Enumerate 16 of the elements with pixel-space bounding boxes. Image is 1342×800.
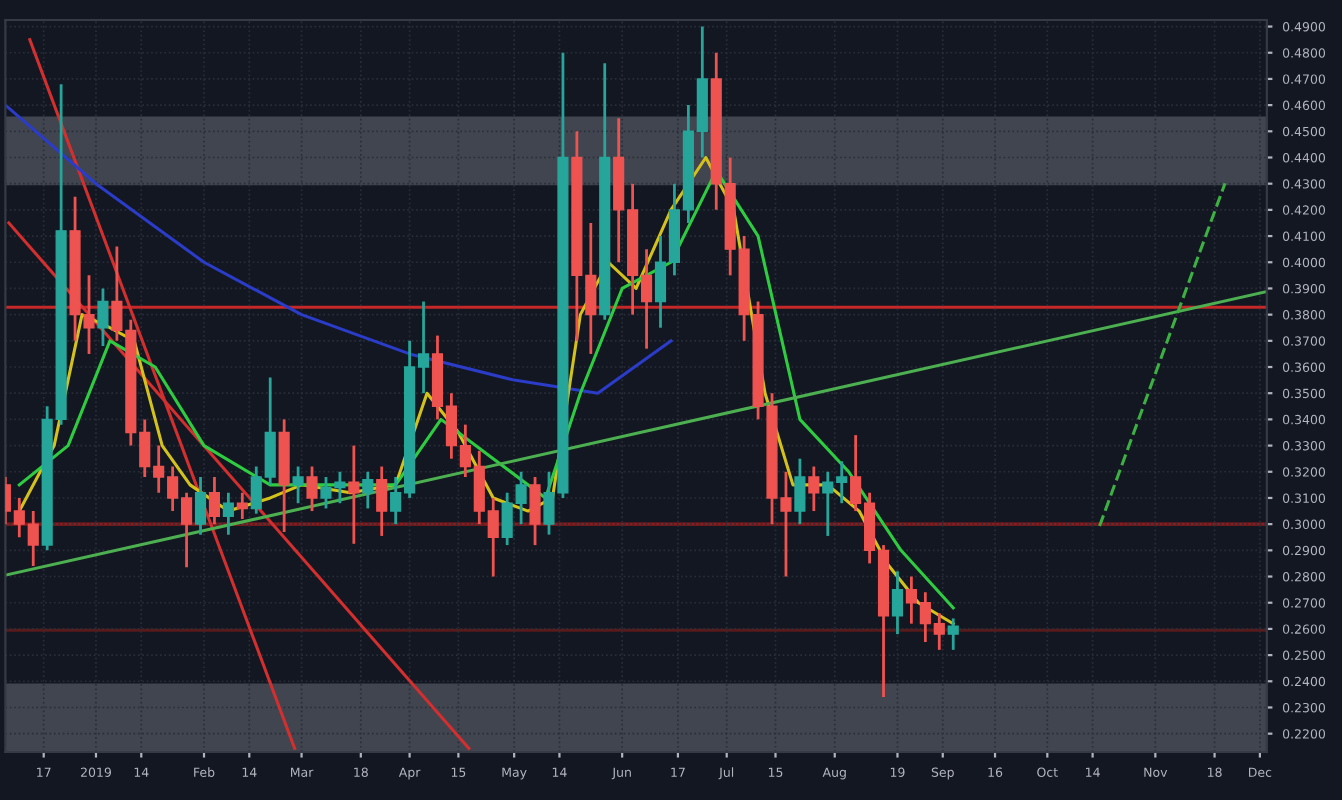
candlestick bbox=[376, 465, 388, 538]
candlestick bbox=[292, 465, 304, 505]
candlestick bbox=[947, 617, 959, 652]
candlestick bbox=[808, 465, 820, 513]
candlestick bbox=[194, 475, 207, 537]
candlestick bbox=[97, 287, 109, 348]
candlestick bbox=[348, 444, 360, 546]
candlestick bbox=[794, 457, 806, 526]
line-series bbox=[5, 103, 673, 395]
candlestick bbox=[222, 491, 234, 537]
candlestick bbox=[208, 475, 221, 526]
candlestick bbox=[529, 475, 541, 547]
candlestick bbox=[891, 569, 904, 636]
candlestick bbox=[306, 465, 318, 513]
candlestick bbox=[362, 470, 374, 510]
candlestick bbox=[236, 491, 248, 521]
